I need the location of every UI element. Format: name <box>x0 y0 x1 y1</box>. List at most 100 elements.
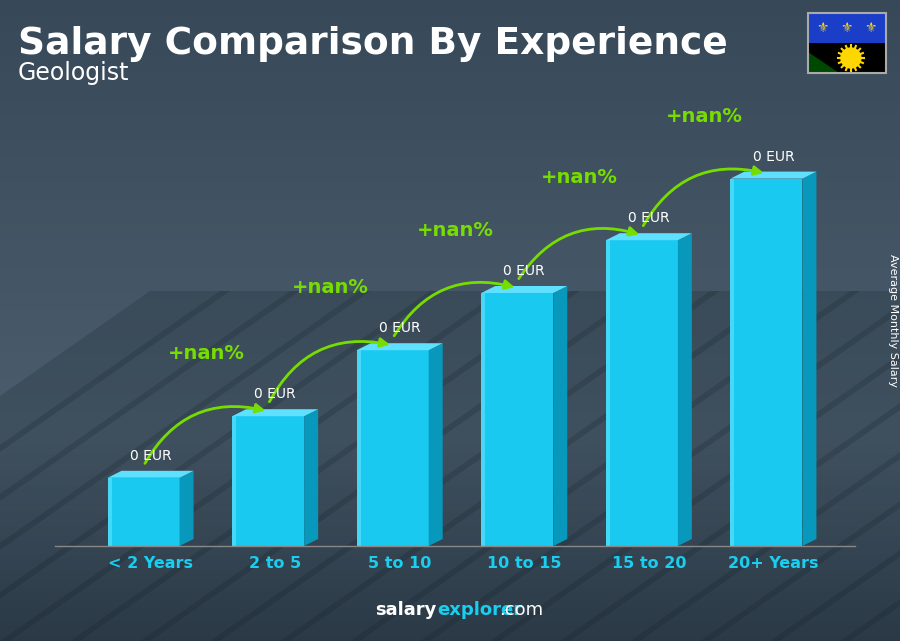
Bar <box>0 30 900 31</box>
Bar <box>0 137 900 138</box>
Bar <box>0 374 900 375</box>
Bar <box>0 450 900 451</box>
Bar <box>0 482 900 483</box>
Bar <box>0 351 900 352</box>
Polygon shape <box>0 291 370 641</box>
Bar <box>0 80 900 81</box>
Bar <box>0 635 900 636</box>
Bar <box>0 174 900 175</box>
Text: Salary Comparison By Experience: Salary Comparison By Experience <box>18 26 728 62</box>
Bar <box>0 570 900 571</box>
Bar <box>0 216 900 217</box>
Bar <box>606 240 610 546</box>
Bar <box>0 394 900 395</box>
Bar <box>0 427 900 428</box>
Bar <box>0 220 900 221</box>
Bar <box>0 508 900 509</box>
Bar <box>0 637 900 638</box>
Bar <box>0 601 900 602</box>
Bar <box>0 442 900 443</box>
Bar <box>0 339 900 340</box>
Bar <box>0 290 900 291</box>
Polygon shape <box>731 172 816 179</box>
Bar <box>0 148 900 149</box>
Bar <box>0 3 900 4</box>
Bar <box>0 112 900 113</box>
Bar <box>0 128 900 129</box>
Polygon shape <box>280 291 860 641</box>
Bar <box>0 471 900 472</box>
Bar <box>0 283 900 284</box>
Bar <box>0 32 900 33</box>
Bar <box>0 113 900 114</box>
Bar <box>0 221 900 222</box>
Polygon shape <box>770 291 900 641</box>
Bar <box>0 263 900 264</box>
Bar <box>0 250 900 251</box>
Bar <box>0 215 900 216</box>
Bar <box>0 16 900 17</box>
Bar <box>0 69 900 70</box>
Bar <box>0 7 900 8</box>
Bar <box>0 268 900 269</box>
Bar <box>0 55 900 56</box>
Bar <box>0 549 900 550</box>
Bar <box>0 301 900 302</box>
Bar <box>108 478 112 546</box>
Bar <box>0 501 900 502</box>
Bar <box>0 386 900 387</box>
Bar <box>0 108 900 109</box>
Bar <box>0 444 900 445</box>
Bar <box>0 266 900 267</box>
Bar <box>0 444 900 445</box>
Bar <box>0 573 900 574</box>
Bar <box>0 152 900 153</box>
Bar <box>0 53 900 54</box>
Bar <box>482 293 554 546</box>
Bar <box>0 350 900 351</box>
Polygon shape <box>428 343 443 546</box>
Bar <box>0 535 900 536</box>
Bar <box>0 586 900 587</box>
Bar <box>0 490 900 491</box>
Bar <box>0 481 900 482</box>
Bar <box>0 610 900 611</box>
Bar <box>0 437 900 438</box>
Bar <box>0 604 900 605</box>
Bar <box>0 455 900 456</box>
Bar <box>0 423 900 424</box>
Bar <box>0 594 900 595</box>
Text: 5 to 10: 5 to 10 <box>368 556 431 571</box>
Bar <box>0 21 900 22</box>
Bar <box>0 44 900 45</box>
Bar <box>0 576 900 577</box>
Bar <box>0 39 900 40</box>
Bar <box>0 377 900 378</box>
Bar <box>0 336 900 337</box>
Bar <box>0 593 900 594</box>
Bar <box>0 144 900 145</box>
Bar <box>0 106 900 107</box>
Bar <box>0 495 900 496</box>
Bar <box>0 577 900 578</box>
Bar <box>0 278 900 279</box>
Bar <box>0 605 900 606</box>
Bar <box>0 90 900 91</box>
Bar <box>108 478 180 546</box>
Bar <box>0 511 900 512</box>
Bar <box>0 169 900 170</box>
Polygon shape <box>482 286 567 293</box>
Bar <box>0 535 900 536</box>
Bar <box>0 156 900 157</box>
Text: Geologist: Geologist <box>18 61 130 85</box>
Bar <box>0 60 900 61</box>
Bar <box>0 418 900 419</box>
Bar <box>0 105 900 106</box>
Bar <box>0 334 900 335</box>
Bar <box>0 292 900 293</box>
Bar <box>0 609 900 610</box>
Bar <box>0 481 900 482</box>
Bar <box>0 605 900 606</box>
Bar <box>0 604 900 605</box>
Bar <box>0 298 900 299</box>
